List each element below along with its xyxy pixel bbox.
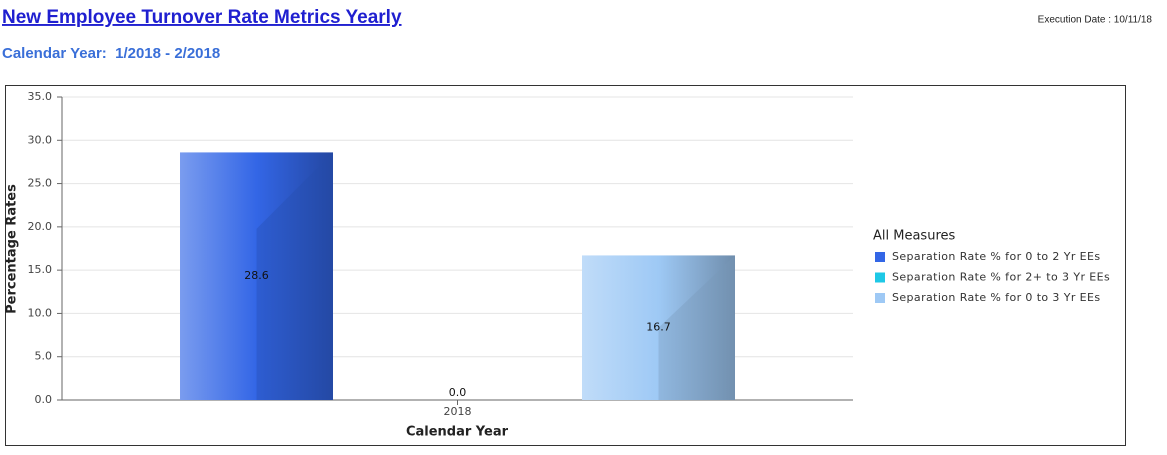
- y-tick-label: 5.0: [35, 350, 53, 363]
- y-axis-label: Percentage Rates: [5, 184, 20, 314]
- legend-swatch: [875, 272, 885, 283]
- report-title[interactable]: New Employee Turnover Rate Metrics Yearl…: [2, 7, 402, 28]
- legend-label: Separation Rate % for 0 to 2 Yr EEs: [892, 250, 1101, 263]
- legend-swatch: [875, 252, 885, 262]
- y-tick-label: 35.0: [28, 90, 53, 103]
- execution-date: Execution Date : 10/11/18: [1038, 15, 1153, 26]
- y-tick-label: 0.0: [35, 393, 53, 406]
- value-label: 0.0: [449, 386, 467, 399]
- value-label: 16.7: [646, 321, 671, 334]
- chart-frame: [5, 85, 1126, 446]
- y-tick-label: 20.0: [28, 220, 53, 233]
- bar-shade: [256, 152, 333, 400]
- y-tick-label: 15.0: [28, 263, 53, 276]
- x-axis-label: Calendar Year: [406, 425, 509, 440]
- bar: [180, 152, 333, 400]
- bar-shade: [658, 255, 735, 400]
- value-label: 28.6: [244, 269, 269, 282]
- subtitle: Calendar Year: 1/2018 - 2/2018: [2, 45, 220, 62]
- bar: [582, 255, 735, 400]
- legend-title: All Measures: [873, 229, 955, 244]
- x-tick-label: 2018: [444, 405, 472, 418]
- y-tick-label: 30.0: [28, 133, 53, 146]
- y-tick-label: 25.0: [28, 177, 53, 190]
- legend-label: Separation Rate % for 2+ to 3 Yr EEs: [892, 271, 1110, 284]
- legend-label: Separation Rate % for 0 to 3 Yr EEs: [892, 291, 1101, 304]
- legend-swatch: [875, 293, 885, 303]
- y-tick-label: 10.0: [28, 306, 53, 319]
